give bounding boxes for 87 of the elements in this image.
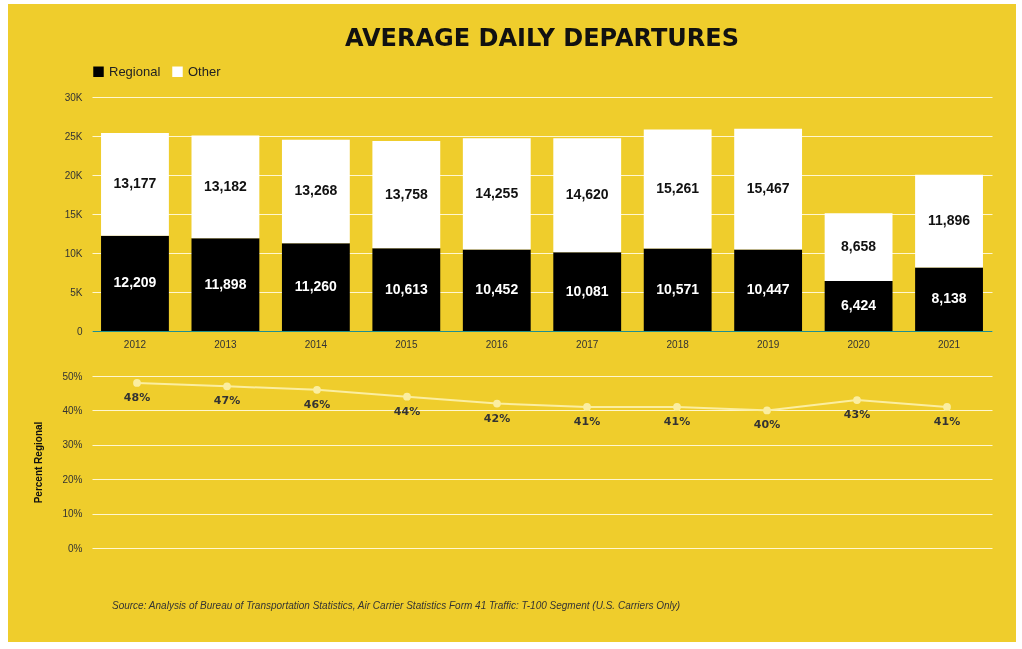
data-label: 11,896 bbox=[928, 212, 971, 229]
x-tick-label: 2016 bbox=[485, 338, 509, 350]
data-label: 8,658 bbox=[841, 238, 877, 255]
point bbox=[403, 392, 411, 401]
bar bbox=[462, 249, 531, 331]
bar bbox=[915, 267, 983, 331]
data-label: 48% bbox=[123, 390, 151, 404]
source-note: Source: Analysis of Bureau of Transportation Statistics, Air Carrier Statistics Form 41 Traffic: T-100 Segment (U.S. Carriers Only) bbox=[112, 600, 681, 611]
y-axis-title: Percent Regional bbox=[33, 421, 45, 504]
data-label: 10,452 bbox=[475, 281, 519, 298]
bar bbox=[191, 238, 260, 331]
point bbox=[943, 403, 951, 411]
data-label: 41% bbox=[573, 414, 601, 428]
bar bbox=[553, 138, 622, 253]
bar bbox=[643, 248, 712, 331]
y-tick-label: 0 bbox=[76, 325, 83, 337]
data-label: 43% bbox=[843, 408, 871, 422]
data-label: 11,260 bbox=[294, 278, 338, 295]
point bbox=[313, 385, 321, 394]
point bbox=[673, 403, 681, 411]
y-tick-label: 30% bbox=[62, 439, 83, 451]
x-tick-label: 2014 bbox=[304, 338, 328, 350]
bar bbox=[462, 138, 531, 250]
y-tick-label: 0% bbox=[68, 542, 83, 554]
bar bbox=[281, 139, 350, 244]
bar bbox=[643, 129, 712, 249]
x-tick-label: 2013 bbox=[214, 338, 237, 350]
y-tick-label: 40% bbox=[62, 404, 83, 416]
bar bbox=[553, 252, 622, 331]
data-label: 40% bbox=[753, 418, 781, 432]
point bbox=[763, 406, 771, 415]
x-tick-label: 2018 bbox=[666, 338, 690, 350]
data-label: 15,467 bbox=[746, 180, 790, 197]
data-label: 13,182 bbox=[204, 177, 248, 194]
data-label: 11,898 bbox=[204, 275, 247, 292]
data-label: 13,177 bbox=[113, 175, 157, 192]
legend-label: Other bbox=[188, 63, 222, 79]
x-tick-label: 2020 bbox=[847, 338, 871, 350]
point bbox=[133, 379, 141, 387]
y-tick-label: 30K bbox=[64, 91, 83, 103]
data-label: 10,613 bbox=[384, 280, 428, 297]
y-tick-label: 5K bbox=[70, 286, 83, 298]
legend-label: Regional bbox=[109, 63, 161, 79]
data-label: 41% bbox=[933, 414, 961, 428]
y-tick-label: 10% bbox=[62, 508, 83, 520]
x-tick-label: 2021 bbox=[937, 338, 961, 350]
bar bbox=[824, 280, 893, 331]
bar bbox=[372, 248, 441, 331]
data-label: 10,571 bbox=[656, 280, 700, 297]
point bbox=[853, 396, 861, 404]
y-tick-label: 10K bbox=[64, 247, 83, 259]
bar bbox=[915, 174, 983, 268]
x-tick-label: 2017 bbox=[576, 338, 599, 350]
bar bbox=[281, 243, 350, 331]
point bbox=[493, 399, 501, 408]
data-label: 41% bbox=[663, 414, 691, 428]
data-label: 15,261 bbox=[656, 180, 700, 197]
point bbox=[223, 382, 231, 391]
y-tick-label: 15K bbox=[64, 208, 83, 220]
data-label: 6,424 bbox=[841, 296, 877, 313]
y-tick-label: 50% bbox=[62, 370, 83, 382]
x-tick-label: 2019 bbox=[757, 338, 780, 350]
y-tick-label: 25K bbox=[64, 130, 83, 142]
data-label: 46% bbox=[303, 397, 331, 411]
data-label: 10,081 bbox=[565, 282, 609, 299]
y-tick-label: 20% bbox=[62, 473, 83, 485]
x-tick-label: 2012 bbox=[123, 338, 147, 350]
bar bbox=[734, 128, 803, 250]
bar bbox=[101, 235, 169, 331]
chart-title: AVERAGE DAILY DEPARTURES bbox=[345, 24, 739, 52]
bar bbox=[191, 135, 260, 239]
data-label: 10,447 bbox=[746, 281, 790, 298]
data-label: 8,138 bbox=[931, 290, 967, 307]
data-label: 13,758 bbox=[384, 185, 428, 202]
data-label: 13,268 bbox=[294, 182, 338, 199]
data-label: 14,620 bbox=[565, 186, 609, 203]
bar bbox=[824, 213, 893, 281]
bar bbox=[734, 249, 803, 331]
data-label: 12,209 bbox=[113, 274, 157, 291]
y-tick-label: 20K bbox=[64, 169, 83, 181]
bar bbox=[372, 140, 441, 249]
bar bbox=[101, 132, 169, 236]
data-label: 47% bbox=[213, 394, 241, 408]
data-label: 14,255 bbox=[475, 184, 519, 201]
x-tick-label: 2015 bbox=[395, 338, 418, 350]
data-label: 42% bbox=[483, 411, 511, 425]
point bbox=[583, 403, 591, 411]
